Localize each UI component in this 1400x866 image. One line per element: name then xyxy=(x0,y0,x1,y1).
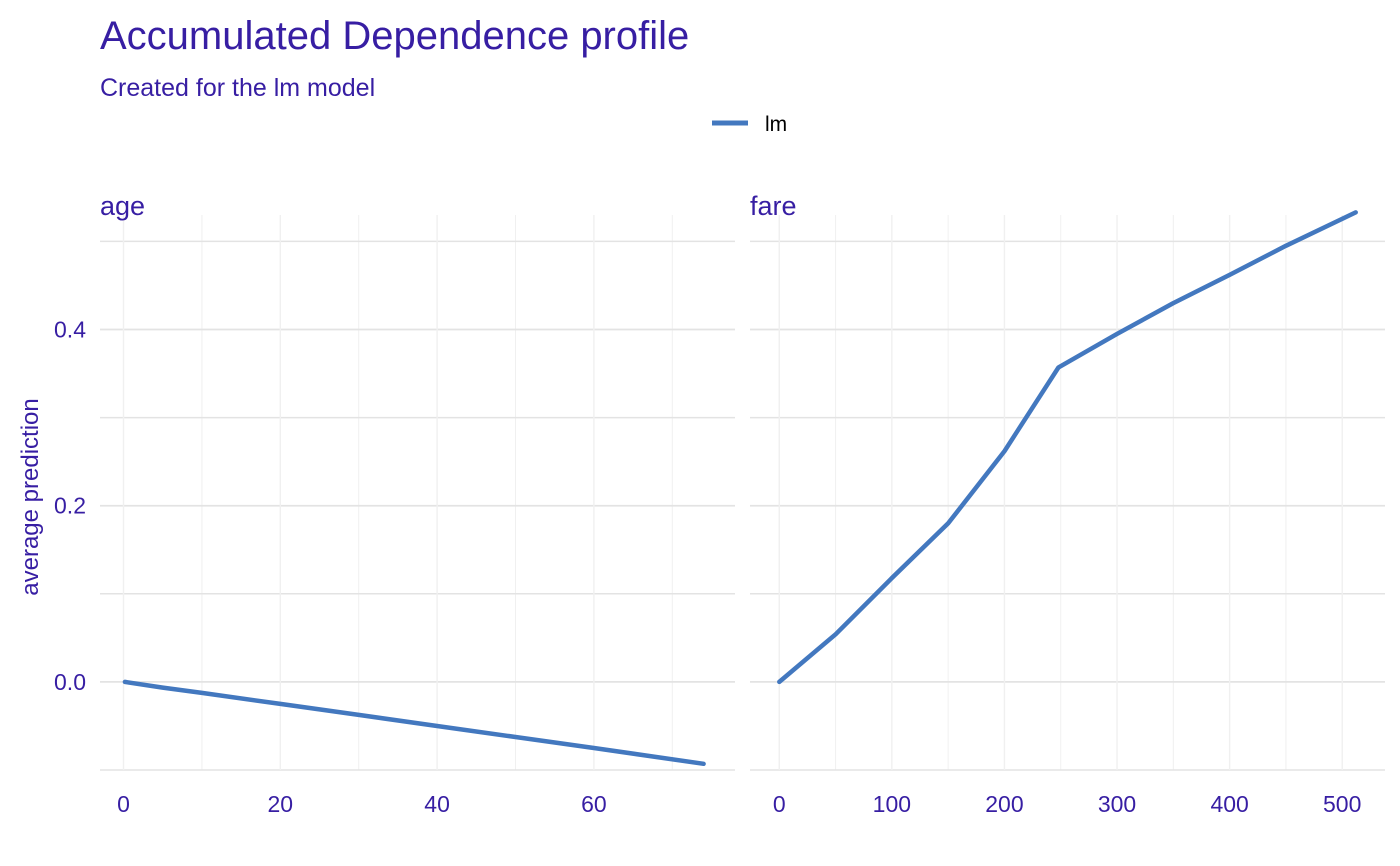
x-tick-label-age: 40 xyxy=(424,791,450,817)
chart-title: Accumulated Dependence profile xyxy=(100,14,690,58)
x-tick-label-age: 0 xyxy=(117,791,130,817)
series-line-lm-age xyxy=(122,679,706,767)
panel-title-fare: fare xyxy=(750,191,797,221)
legend-label-lm: lm xyxy=(765,113,787,136)
x-tick-label-fare: 500 xyxy=(1323,791,1361,817)
series-line-lm-fare xyxy=(777,210,1358,685)
x-tick-label-fare: 300 xyxy=(1098,791,1136,817)
y-tick-label: 0.2 xyxy=(54,493,86,519)
y-tick-label: 0.4 xyxy=(54,317,86,343)
x-tick-label-fare: 200 xyxy=(985,791,1023,817)
y-tick-label: 0.0 xyxy=(54,669,86,695)
x-tick-label-fare: 100 xyxy=(873,791,911,817)
x-tick-label-fare: 0 xyxy=(773,791,786,817)
panel-title-age: age xyxy=(100,191,145,221)
x-tick-label-age: 20 xyxy=(268,791,294,817)
x-tick-label-fare: 400 xyxy=(1210,791,1248,817)
y-axis-label: average prediction xyxy=(17,398,44,595)
chart-subtitle: Created for the lm model xyxy=(100,74,376,102)
x-tick-label-age: 60 xyxy=(581,791,607,817)
